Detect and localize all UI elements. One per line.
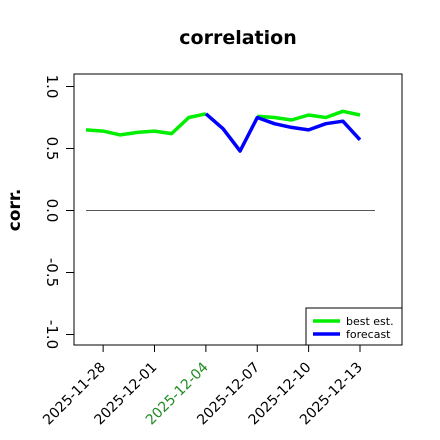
y-tick-label: 0.5 [43, 137, 61, 161]
series-line-forecast [204, 112, 362, 153]
legend-label: forecast [346, 328, 391, 341]
chart-title: correlation [179, 27, 296, 49]
y-axis-label: corr. [5, 189, 25, 232]
legend-box [305, 307, 403, 346]
plot-frame [73, 73, 403, 346]
series-line-best-estimate [85, 109, 361, 137]
y-tick-label: -0.5 [43, 258, 61, 287]
y-tick-label: 1.0 [43, 75, 61, 99]
legend: best est.forecast [305, 307, 403, 346]
legend-label: best est. [346, 315, 394, 328]
y-tick-label: 0.0 [43, 199, 61, 223]
y-tick-label: -1.0 [43, 320, 61, 349]
